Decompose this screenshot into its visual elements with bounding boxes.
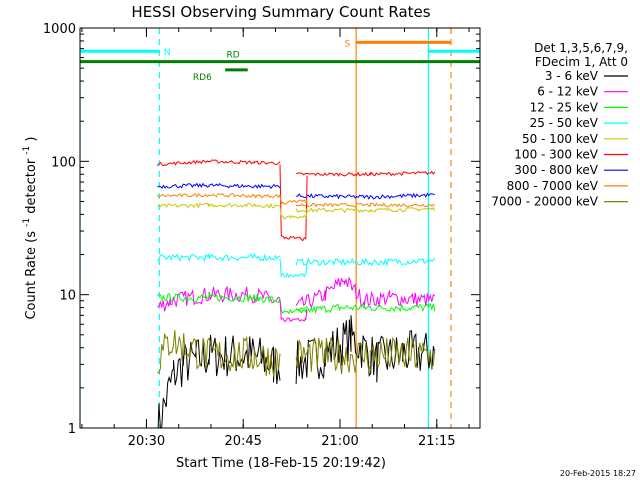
series-line-group bbox=[157, 202, 436, 214]
series-dip-line bbox=[279, 299, 308, 315]
series-line bbox=[157, 292, 281, 304]
series-line-group bbox=[157, 315, 436, 428]
series-dip-line bbox=[279, 164, 308, 242]
x-tick-label: 20:30 bbox=[128, 434, 165, 449]
legend-entry-label: 100 - 300 keV bbox=[514, 148, 598, 162]
series-line bbox=[157, 182, 281, 190]
series-line bbox=[156, 159, 281, 167]
series-line bbox=[295, 302, 436, 315]
y-tick-label: 10 bbox=[59, 289, 76, 304]
legend-entry-label: 25 - 50 keV bbox=[530, 116, 599, 130]
series-dip-line bbox=[279, 194, 308, 206]
series-line-group bbox=[157, 330, 436, 378]
series-line bbox=[295, 170, 436, 177]
series-line-group bbox=[157, 292, 436, 315]
svg-text:Count Rate (s -1: Count Rate (s -1 detector -1 ) bbox=[18, 136, 39, 319]
legend-entry-label: 7000 - 20000 keV bbox=[491, 195, 598, 209]
legend-entry-label: 800 - 7000 keV bbox=[507, 179, 599, 193]
series-line-group bbox=[157, 252, 436, 267]
annotation-bar-label: S bbox=[345, 39, 351, 49]
legend-entry-label: 12 - 25 keV bbox=[530, 100, 599, 114]
legend-entry-label: 300 - 800 keV bbox=[514, 163, 598, 177]
plot-area: N S RD RD6 1 10 100 1000 20:30 20:45 21:00 21:15 bbox=[43, 22, 481, 449]
series-line bbox=[157, 285, 281, 312]
series-line bbox=[157, 202, 281, 209]
series-line bbox=[296, 192, 435, 200]
series-line bbox=[295, 336, 436, 375]
series-dip-line bbox=[279, 258, 308, 279]
y-axis-label-main: Count Rate (s bbox=[24, 231, 39, 320]
series-line bbox=[156, 192, 281, 199]
y-tick-label: 100 bbox=[51, 155, 76, 170]
legend-header: FDecim 1, Att 0 bbox=[535, 55, 628, 69]
plot-frame bbox=[79, 27, 481, 429]
x-tick-label: 21:15 bbox=[418, 434, 455, 449]
x-axis-label: Start Time (18-Feb-15 20:19:42) bbox=[176, 456, 386, 471]
annotation-bar-label: N bbox=[164, 48, 171, 58]
footer-timestamp: 20-Feb-2015 18:27 bbox=[560, 469, 636, 478]
series-line bbox=[157, 330, 281, 378]
series-line bbox=[295, 257, 436, 267]
series-line-group bbox=[157, 182, 435, 200]
y-axis-label-sup2: -1 bbox=[22, 146, 32, 155]
series-line bbox=[295, 276, 436, 310]
legend-header: Det 1,3,5,6,7,9, bbox=[534, 41, 628, 55]
x-tick-label: 21:00 bbox=[321, 434, 358, 449]
series-dip-line bbox=[279, 299, 308, 323]
series-line-group bbox=[156, 159, 436, 177]
y-axis-label-end: ) bbox=[24, 136, 39, 141]
y-axis-label-sup1: -1 bbox=[22, 218, 32, 227]
y-tick-label: 1 bbox=[68, 422, 76, 437]
y-axis-label: Count Rate (s -1 detector -1 ) bbox=[18, 136, 39, 319]
legend-entry-label: 50 - 100 keV bbox=[522, 132, 599, 146]
y-axis-label-mid: detector bbox=[24, 158, 39, 214]
series-line bbox=[295, 315, 436, 385]
series-line bbox=[157, 335, 281, 428]
annotation-bar-label: RD6 bbox=[193, 73, 212, 83]
series-line bbox=[157, 252, 281, 263]
series-dip-line bbox=[279, 207, 308, 220]
series-line bbox=[295, 202, 436, 208]
chart-title: HESSI Observing Summary Count Rates bbox=[131, 3, 430, 21]
plot-clipped-group: N S RD RD6 bbox=[80, 28, 480, 428]
legend-entry-label: 6 - 12 keV bbox=[537, 85, 599, 99]
legend: Det 1,3,5,6,7,9,FDecim 1, Att 03 - 6 keV… bbox=[491, 41, 628, 209]
series-line bbox=[295, 206, 436, 214]
series-line-group bbox=[157, 276, 436, 312]
x-tick-label: 20:45 bbox=[224, 434, 261, 449]
y-tick-label: 1000 bbox=[43, 22, 76, 37]
series-line-group bbox=[156, 192, 436, 208]
annotation-bar-label: RD bbox=[226, 51, 239, 61]
legend-entry-label: 3 - 6 keV bbox=[545, 69, 599, 83]
